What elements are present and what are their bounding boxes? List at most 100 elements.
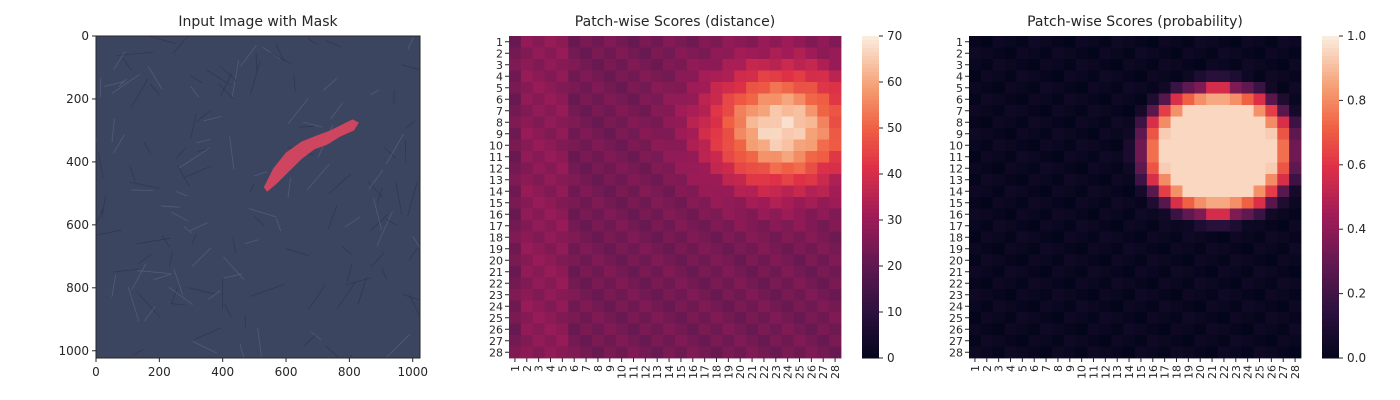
heatmap-cell	[1170, 231, 1183, 244]
heatmap-cell	[769, 208, 783, 221]
x-tick-label: 200	[148, 365, 171, 379]
heatmap-cell	[734, 59, 747, 71]
heatmap-cell	[1289, 128, 1302, 140]
heatmap-cell	[829, 105, 842, 117]
heatmap-cell	[639, 208, 652, 221]
heatmap-cell	[1099, 174, 1112, 186]
heatmap-cell	[568, 197, 581, 209]
heatmap-cell	[1265, 220, 1278, 232]
heatmap-cell	[1004, 47, 1017, 60]
x-tick-label: 15	[1135, 365, 1148, 379]
heatmap-cell	[1206, 59, 1219, 71]
heatmap-cell	[1194, 323, 1207, 336]
heatmap-cell	[1170, 128, 1183, 140]
heatmap-cell	[1241, 36, 1254, 48]
heatmap-cell	[1052, 47, 1065, 60]
heatmap-cell	[698, 231, 711, 244]
heatmap-cell	[1206, 36, 1219, 48]
heatmap-cell	[734, 105, 747, 117]
heatmap-cell	[710, 277, 723, 290]
heatmap-cell	[698, 82, 711, 94]
heatmap-cell	[710, 335, 723, 347]
heatmap-cell	[698, 36, 711, 48]
heatmap-cell	[675, 335, 688, 347]
x-tick-label: 20	[734, 365, 747, 379]
heatmap-cell	[627, 312, 640, 324]
heatmap-cell	[746, 93, 759, 106]
heatmap-cell	[1253, 105, 1266, 117]
heatmap-cell	[1075, 128, 1088, 140]
colorbar-segment	[1322, 317, 1339, 323]
heatmap-cell	[592, 208, 605, 221]
heatmap-cell	[722, 289, 735, 301]
heatmap-cell	[1277, 47, 1290, 60]
heatmap-cell	[1158, 231, 1171, 244]
heatmap-cell	[1063, 82, 1077, 94]
texture-line	[149, 35, 176, 45]
heatmap-cell	[544, 231, 557, 244]
heatmap-cell	[1229, 162, 1243, 175]
heatmap-cell	[1087, 323, 1100, 336]
heatmap-cell	[980, 323, 994, 336]
heatmap-cell	[627, 36, 640, 48]
heatmap-cell	[1229, 105, 1243, 117]
panel-probability-heatmap: Patch-wise Scores (probability) 12345678…	[949, 14, 1366, 379]
probability-heatmap-cells	[969, 36, 1302, 359]
heatmap-cell	[639, 151, 652, 163]
texture-line	[376, 187, 383, 204]
heatmap-cell	[710, 151, 723, 163]
y-tick-label: 25	[949, 312, 963, 325]
heatmap-cell	[532, 139, 545, 152]
heatmap-cell	[1135, 116, 1148, 129]
texture-line	[185, 165, 212, 178]
heatmap-cell	[1277, 323, 1290, 336]
heatmap-cell	[603, 36, 617, 48]
heatmap-cell	[509, 162, 522, 175]
heatmap-cell	[580, 346, 593, 359]
heatmap-cell	[1111, 197, 1124, 209]
heatmap-cell	[781, 105, 794, 117]
colorbar-segment	[862, 201, 879, 206]
heatmap-cell	[734, 174, 747, 186]
heatmap-cell	[969, 82, 982, 94]
heatmap-cell	[1099, 289, 1112, 301]
heatmap-cell	[1158, 93, 1171, 106]
heatmap-cell	[1040, 82, 1053, 94]
heatmap-cell	[663, 116, 676, 129]
heatmap-cell	[1194, 59, 1207, 71]
x-tick-label: 4	[545, 365, 558, 372]
heatmap-cell	[980, 335, 994, 347]
colorbar-segment	[862, 164, 879, 170]
heatmap-cell	[1004, 277, 1017, 290]
heatmap-cell	[1170, 312, 1183, 324]
heatmap-cell	[1229, 197, 1243, 209]
heatmap-cell	[1123, 243, 1136, 255]
y-tick-label: 27	[489, 335, 503, 348]
colorbar-segment	[1322, 309, 1339, 315]
heatmap-cell	[1277, 335, 1290, 347]
x-tick-label: 9	[604, 365, 617, 372]
heatmap-cell	[1229, 70, 1243, 83]
heatmap-cell	[1028, 162, 1041, 175]
heatmap-cell	[992, 47, 1005, 60]
colorbar-segment	[1322, 217, 1339, 222]
heatmap-cell	[1277, 277, 1290, 290]
heatmap-cell	[1206, 47, 1219, 60]
heatmap-cell	[1111, 162, 1124, 175]
heatmap-cell	[592, 82, 605, 94]
heatmap-cell	[1004, 312, 1017, 324]
texture-line	[203, 116, 222, 122]
heatmap-cell	[615, 277, 628, 290]
heatmap-cell	[592, 312, 605, 324]
heatmap-cell	[992, 323, 1005, 336]
heatmap-cell	[1206, 197, 1219, 209]
heatmap-cell	[1146, 47, 1160, 60]
heatmap-cell	[793, 70, 806, 83]
texture-line	[254, 216, 265, 227]
heatmap-cell	[1135, 266, 1148, 278]
colorbar-segment	[1322, 277, 1339, 283]
heatmap-cell	[1087, 289, 1100, 301]
heatmap-cell	[758, 59, 771, 71]
heatmap-cell	[781, 266, 794, 278]
heatmap-cell	[1218, 266, 1231, 278]
